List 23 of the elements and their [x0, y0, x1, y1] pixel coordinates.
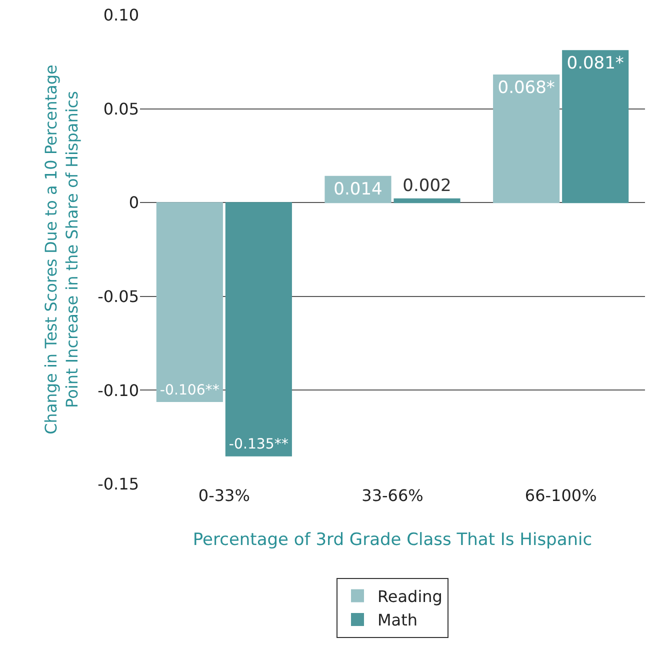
data-label: 0.014	[334, 179, 382, 200]
data-label: 0.068*	[498, 78, 555, 98]
legend-label: Reading	[378, 586, 442, 606]
y-tick-label: -0.10	[98, 380, 139, 400]
bar	[225, 202, 292, 456]
bar	[493, 74, 560, 204]
data-label: -0.106**	[160, 382, 220, 398]
y-tick-label: 0.10	[103, 6, 139, 25]
x-tick-label: 66-100%	[524, 486, 597, 505]
data-label: 0.002	[402, 176, 452, 196]
y-tick-label: -0.05	[98, 287, 139, 306]
bar	[156, 202, 223, 402]
x-tick-label: 33-66%	[362, 486, 424, 505]
y-tick-label: 0	[128, 193, 139, 212]
data-label: 0.081*	[566, 54, 624, 74]
bar	[562, 50, 629, 204]
y-tick-label: -0.15	[98, 474, 139, 494]
y-tick-label: 0.05	[103, 99, 139, 118]
y-axis-title: Change in Test Scores Due to a 10 Percentage Point Increase in the Share of Hispanics	[42, 64, 82, 434]
x-axis-title: Percentage of 3rd Grade Class That Is Hispanic	[192, 530, 592, 550]
x-tick-label: 0-33%	[198, 486, 250, 505]
data-label: -0.135**	[228, 436, 288, 453]
bar	[394, 198, 460, 204]
